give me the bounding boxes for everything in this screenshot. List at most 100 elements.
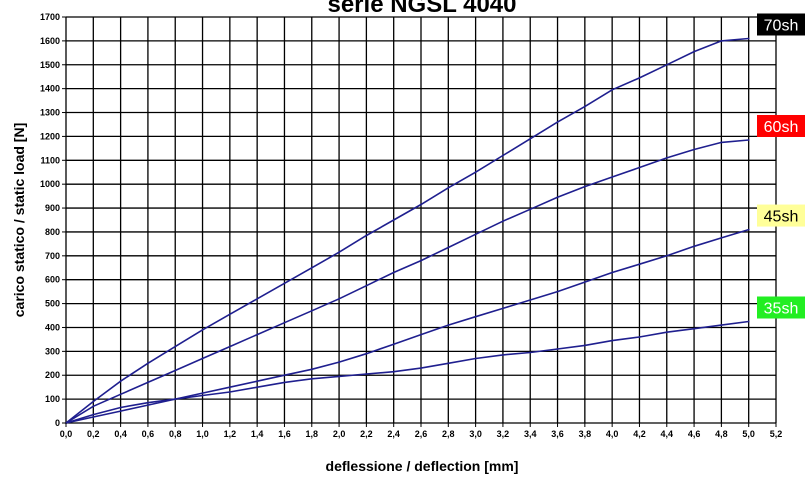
series-point-70sh [92, 400, 95, 403]
chart-title: serie NGSL 4040 [327, 0, 516, 18]
y-axis-ticks: 0 100 200 300 400 500 600 700 800 900 1000 1100 1200… [40, 12, 66, 428]
x-axis-label: deflessione / deflection [mm] [326, 458, 519, 474]
x-tick-label: 4,0 [606, 429, 619, 439]
series-point-35sh [310, 377, 313, 380]
x-tick-label: 3,2 [497, 429, 510, 439]
x-tick-label: 1,6 [278, 429, 291, 439]
series-point-45sh [310, 368, 313, 371]
series-point-45sh [365, 352, 368, 355]
y-tick-label: 1500 [40, 60, 60, 70]
x-tick-label: 2,6 [415, 429, 428, 439]
y-tick-label: 1100 [40, 155, 60, 165]
series-point-70sh [420, 203, 422, 206]
series-point-35sh [92, 413, 95, 416]
series-point-70sh [256, 297, 259, 300]
series-point-70sh [665, 63, 668, 66]
series-point-60sh [256, 333, 259, 336]
series-point-35sh [583, 344, 586, 347]
series-point-70sh [201, 329, 204, 331]
series-point-70sh [693, 50, 695, 53]
chart-grid [65, 16, 777, 424]
series-point-35sh [365, 373, 368, 375]
y-tick-label: 1400 [40, 84, 60, 94]
series-point-70sh [310, 266, 313, 269]
series-point-45sh [201, 392, 204, 394]
series-point-35sh [556, 348, 559, 350]
series-point-60sh [447, 246, 450, 249]
series-point-35sh [638, 336, 641, 338]
x-tick-label: 0,0 [60, 429, 73, 439]
x-tick-label: 2,0 [333, 429, 346, 439]
series-point-70sh [502, 154, 504, 157]
x-tick-label: 3,0 [469, 429, 482, 439]
series-point-45sh [256, 380, 259, 383]
series-point-35sh [392, 370, 395, 373]
series-point-70sh [119, 380, 122, 383]
series-line-60sh [65, 139, 749, 424]
series-point-60sh [638, 166, 641, 169]
x-tick-label: 3,8 [579, 429, 592, 439]
x-tick-label: 1,2 [224, 429, 237, 439]
series-point-60sh [529, 208, 532, 211]
x-tick-label: 0,4 [114, 429, 127, 439]
series-point-60sh [201, 357, 204, 360]
y-tick-label: 1300 [40, 108, 60, 118]
series-lines [65, 37, 750, 424]
series-point-60sh [283, 321, 286, 324]
series-point-35sh [665, 331, 668, 334]
series-point-45sh [611, 271, 614, 274]
x-tick-label: 3,4 [524, 429, 537, 439]
x-tick-label: 2,8 [442, 429, 455, 439]
series-label-70sh: 70sh [757, 13, 805, 36]
series-point-70sh [747, 37, 750, 40]
y-tick-label: 700 [45, 251, 60, 261]
series-line-35sh [65, 320, 749, 424]
series-line-45sh [65, 228, 749, 424]
series-point-45sh [119, 410, 122, 412]
series-point-35sh [447, 362, 450, 365]
series-point-70sh [556, 121, 559, 123]
y-tick-label: 1700 [40, 12, 60, 22]
series-label-box [757, 204, 805, 227]
series-label-text: 60sh [764, 119, 799, 136]
series-point-60sh [228, 345, 231, 348]
y-tick-label: 900 [45, 203, 60, 213]
x-axis-ticks: 0,0 0,2 0,4 0,6 0,8 1,0 1,2 1,4 1,6 1,8 2,0 2,2 2,4 2… [60, 423, 782, 439]
x-tick-label: 0,6 [142, 429, 155, 439]
y-tick-label: 300 [45, 346, 60, 356]
x-tick-label: 0,2 [87, 429, 100, 439]
series-point-70sh [638, 77, 641, 79]
series-label-box [757, 296, 805, 319]
series-point-60sh [556, 196, 559, 199]
series-label-box [757, 13, 805, 36]
series-label-35sh: 35sh [757, 296, 805, 319]
series-labels: 70sh 60sh 45sh 35sh [757, 13, 805, 319]
x-tick-label: 1,8 [306, 429, 319, 439]
series-point-60sh [392, 271, 395, 274]
series-point-35sh [474, 357, 477, 360]
series-point-70sh [720, 40, 723, 42]
series-point-45sh [665, 254, 668, 257]
series-point-45sh [693, 245, 695, 248]
x-tick-label: 2,2 [360, 429, 373, 439]
series-point-60sh [338, 297, 340, 300]
x-tick-label: 5,0 [742, 429, 755, 439]
series-point-35sh [693, 327, 695, 330]
y-tick-label: 200 [45, 370, 60, 380]
series-label-text: 35sh [764, 301, 799, 318]
y-axis-label: carico statico / static load [N] [11, 123, 27, 318]
series-point-60sh [693, 148, 695, 151]
series-point-70sh [583, 105, 586, 108]
series-point-35sh [338, 375, 340, 378]
series-point-45sh [147, 404, 149, 406]
series-point-70sh [147, 362, 149, 365]
series-point-60sh [92, 405, 95, 408]
series-point-45sh [338, 361, 340, 363]
series-point-60sh [420, 259, 422, 262]
series-point-70sh [365, 234, 368, 237]
x-tick-label: 0,8 [169, 429, 182, 439]
series-line-70sh [65, 37, 749, 424]
x-tick-label: 4,8 [715, 429, 728, 439]
series-label-text: 70sh [764, 17, 799, 34]
series-point-35sh [283, 381, 286, 384]
